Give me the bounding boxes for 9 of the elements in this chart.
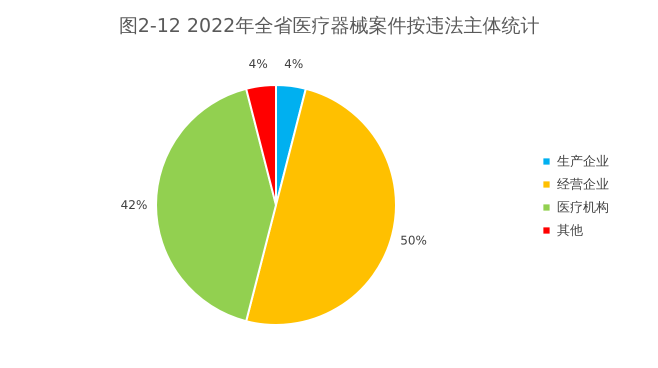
legend-label: 经营企业: [557, 178, 609, 192]
legend-label: 生产企业: [557, 154, 609, 170]
legend-label: 其他: [557, 224, 583, 238]
chart-title: 图2-12 2022年全省医疗器械案件按违法主体统计: [118, 15, 540, 37]
data-label: 4%: [248, 57, 268, 72]
data-label: 4%: [284, 57, 304, 72]
legend-label: 医疗机构: [557, 200, 609, 216]
data-label: 42%: [120, 198, 148, 212]
data-label: 50%: [400, 233, 427, 248]
